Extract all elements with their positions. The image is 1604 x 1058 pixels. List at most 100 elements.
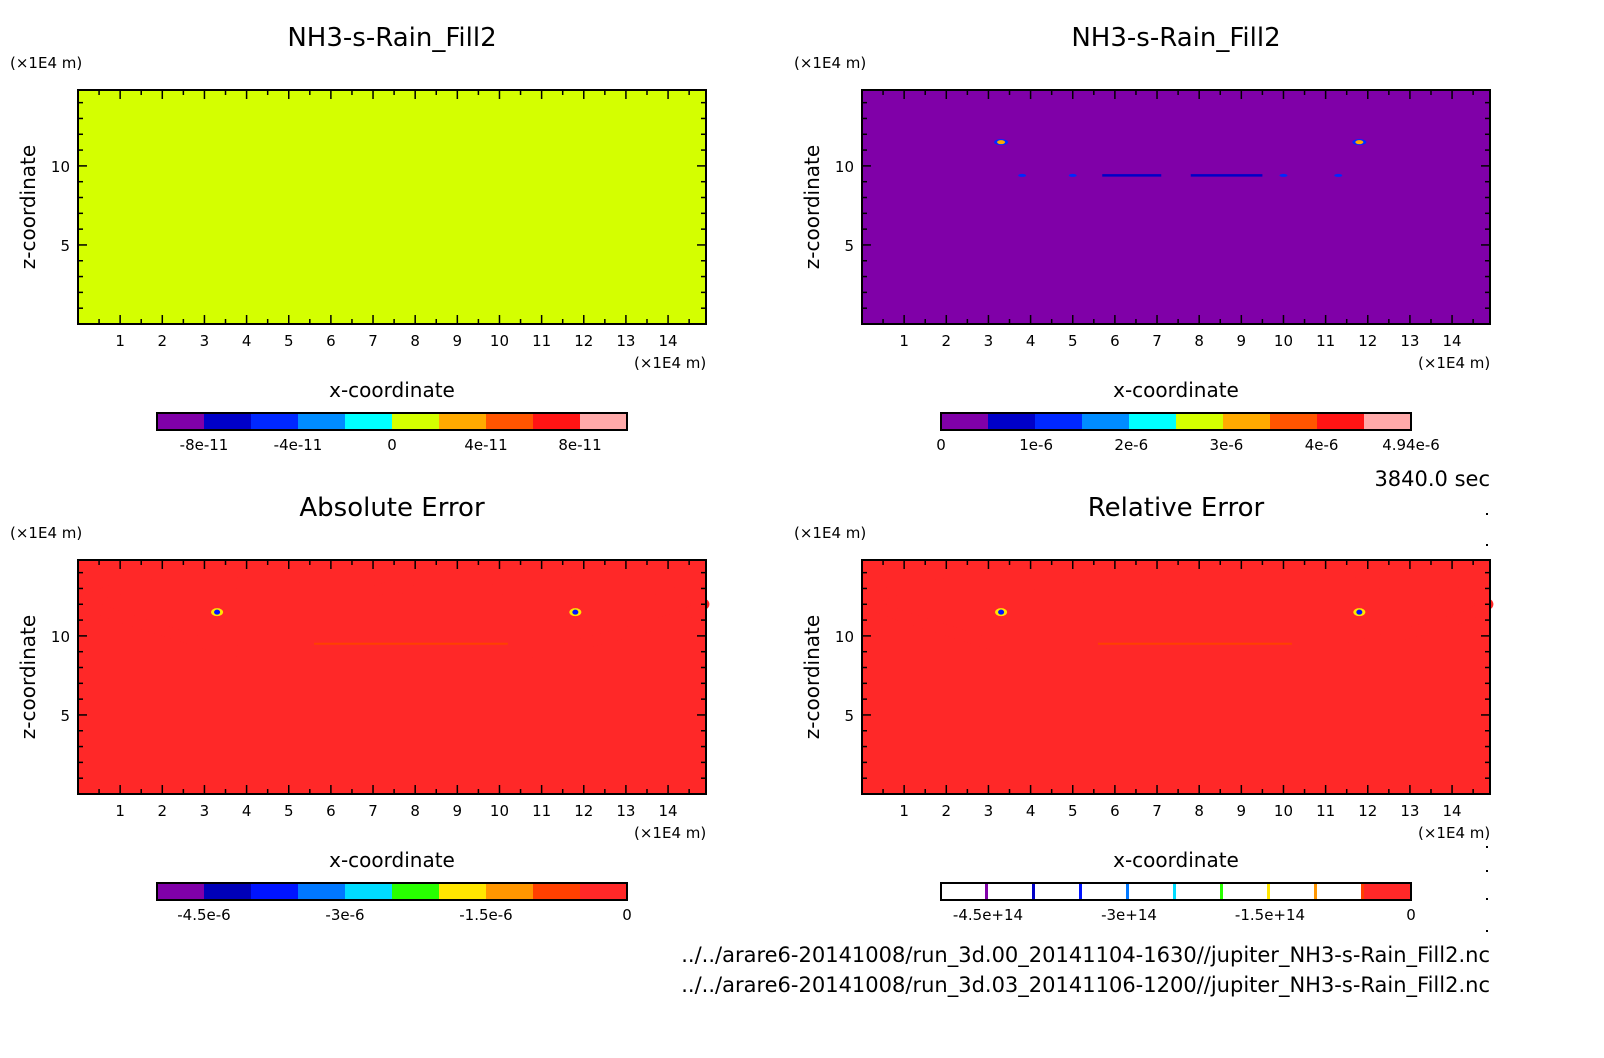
error-min-core [998,609,1005,615]
error-min-core [572,609,579,615]
x-tick-label: 1 [115,802,125,820]
colorbar-swatch [392,413,440,430]
x-tick-label: 3 [984,802,994,820]
x-unit-label: (×1E4 m) [1418,354,1490,372]
feature-dot [1068,173,1077,177]
x-tick-label: 14 [659,802,678,820]
x-tick-label: 5 [284,802,294,820]
x-unit-label: (×1E4 m) [634,354,706,372]
colorbar-line [1032,883,1035,900]
x-tick-label: 13 [1400,332,1419,350]
contour-features [79,576,710,659]
colorbar-swatch [298,413,346,430]
x-tick-label: 8 [410,802,420,820]
x-axis-label: x-coordinate [329,848,455,872]
y-tick-label: 10 [835,158,854,176]
x-tick-label: 12 [1358,332,1377,350]
x-tick-label: 11 [1316,802,1335,820]
chart-panel-1: 1 2 3 4 5 6 7 8 9 10 11 12 13 14510NH3-s-Rain_Fill2(×… [794,23,1491,454]
x-tick-label: 9 [453,332,463,350]
x-tick-label: 13 [1400,802,1419,820]
y-tick-label: 5 [844,237,854,255]
colorbar: -8e-11 -4e-11 0 4e-11 8e-11 [156,412,628,454]
x-tick-label: 3 [200,802,210,820]
colorbar-swatch [204,413,252,430]
colorbar-tick-label: 3e-6 [1210,436,1244,454]
x-tick-label: 1 [115,332,125,350]
contour-features [863,576,1494,659]
colorbar-line [1079,883,1082,900]
error-ring [863,576,1494,659]
plot-frame [861,89,1491,325]
x-tick-label: 2 [942,802,952,820]
colorbar-frame [156,882,628,901]
y-tick-label: 10 [835,628,854,646]
colorbar-swatch [251,413,299,430]
x-tick-label: 12 [1358,802,1377,820]
x-tick-label: 12 [574,802,593,820]
x-tick-label: 4 [242,332,252,350]
colorbar-frame [940,882,1412,901]
plot-background [78,560,706,794]
colorbar-tick-label: -4.5e+14 [953,906,1023,924]
y-tick-label: 5 [60,237,70,255]
x-tick-label: 8 [410,332,420,350]
colorbar-swatch [533,413,581,430]
y-axis-label: z-coordinate [800,615,824,739]
colorbar-swatch [1082,413,1130,430]
feature-dot [1018,173,1027,177]
time-label: 3840.0 sec [1374,467,1490,491]
x-tick-label: 9 [453,802,463,820]
plot-frame [77,559,707,795]
x-tick-label: 4 [1026,802,1036,820]
x-tick-label: 2 [158,332,168,350]
x-tick-label: 10 [1274,332,1293,350]
y-tick-label: 5 [844,707,854,725]
colorbar-swatch [1129,413,1177,430]
colorbar-tick-label: 8e-11 [558,436,601,454]
error-min-core [1356,609,1363,615]
x-tick-label: 11 [532,332,551,350]
chart-panel-0: 1 2 3 4 5 6 7 8 9 10 11 12 13 14510NH3-s-Rain_Fill2(×… [10,23,707,454]
colorbar-swatch [392,883,440,900]
colorbar-line [985,883,988,900]
x-tick-label: 11 [532,802,551,820]
colorbar-swatch [345,883,393,900]
x-tick-label: 10 [1274,802,1293,820]
colorbar-swatch [439,883,487,900]
x-tick-label: 5 [1068,332,1078,350]
x-tick-label: 14 [1443,332,1462,350]
x-tick-label: 4 [242,802,252,820]
colorbar-swatch [1364,883,1411,900]
colorbar-swatch [533,883,581,900]
x-tick-label: 10 [490,802,509,820]
plot-background [862,560,1490,794]
colorbar-swatch [1317,413,1365,430]
colorbar-swatch [157,883,205,900]
y-tick-label: 10 [51,628,70,646]
x-tick-label: 4 [1026,332,1036,350]
x-tick-label: 5 [284,332,294,350]
colorbar-frame [156,412,628,431]
colorbar-swatch [439,413,487,430]
colorbar-swatch [580,413,628,430]
colorbar-line [1361,883,1364,900]
x-axis-label: x-coordinate [1113,378,1239,402]
chart-title: NH3-s-Rain_Fill2 [1071,23,1280,53]
colorbar-swatch [1035,413,1083,430]
y-unit-label: (×1E4 m) [10,54,82,72]
x-unit-label: (×1E4 m) [1418,824,1490,842]
colorbar-line [1220,883,1223,900]
chart-title: Absolute Error [299,493,485,523]
plot-frame [77,89,707,325]
colorbar-tick-label: -8e-11 [180,436,229,454]
feature-peak-core [997,140,1006,145]
y-unit-label: (×1E4 m) [794,54,866,72]
colorbar-tick-label: -1.5e+14 [1235,906,1305,924]
plot-background [78,90,706,324]
colorbar-tick-label: 4.94e-6 [1382,436,1440,454]
x-axis-label: x-coordinate [1113,848,1239,872]
colorbar-frame [940,412,1412,431]
y-tick-label: 10 [51,158,70,176]
